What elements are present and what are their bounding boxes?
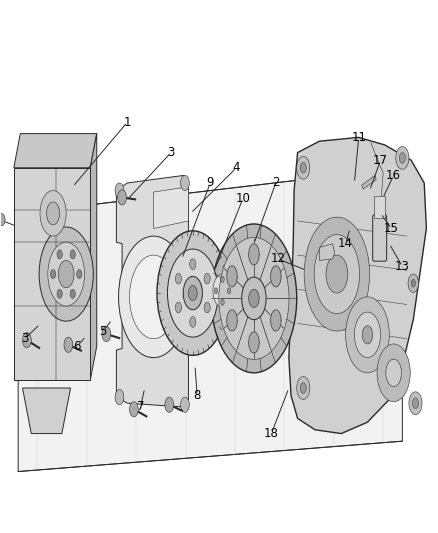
Circle shape [204, 273, 210, 284]
Circle shape [48, 242, 85, 306]
Polygon shape [90, 134, 97, 381]
Circle shape [115, 183, 124, 198]
Circle shape [399, 152, 406, 163]
Circle shape [297, 156, 310, 179]
Circle shape [22, 333, 31, 348]
Circle shape [190, 259, 196, 270]
Text: 9: 9 [207, 176, 214, 189]
Polygon shape [117, 175, 188, 407]
Circle shape [165, 397, 173, 413]
Text: 2: 2 [272, 176, 279, 189]
Polygon shape [249, 244, 259, 265]
Polygon shape [362, 175, 376, 189]
Circle shape [300, 163, 306, 173]
Text: 11: 11 [351, 131, 366, 144]
Text: 12: 12 [270, 253, 286, 265]
Circle shape [40, 191, 66, 236]
Circle shape [130, 402, 138, 417]
Circle shape [249, 289, 259, 308]
Text: 3: 3 [21, 332, 28, 345]
Polygon shape [227, 266, 237, 287]
Text: 13: 13 [395, 260, 410, 273]
Polygon shape [227, 310, 237, 331]
Polygon shape [153, 187, 188, 229]
Circle shape [297, 377, 310, 399]
Circle shape [204, 302, 210, 313]
Text: 17: 17 [373, 154, 388, 167]
Polygon shape [271, 266, 281, 287]
FancyBboxPatch shape [374, 196, 385, 218]
Circle shape [58, 261, 74, 288]
Circle shape [70, 289, 75, 298]
Circle shape [386, 359, 402, 386]
Circle shape [411, 279, 416, 287]
Circle shape [409, 392, 422, 415]
Circle shape [57, 250, 62, 259]
Circle shape [102, 327, 111, 342]
Polygon shape [18, 168, 403, 472]
Circle shape [214, 288, 218, 294]
Circle shape [219, 237, 289, 359]
Circle shape [57, 289, 62, 298]
Text: 16: 16 [386, 169, 401, 182]
Circle shape [300, 383, 306, 393]
Polygon shape [271, 310, 281, 331]
Circle shape [180, 397, 189, 413]
Circle shape [242, 277, 266, 320]
Text: 14: 14 [338, 237, 353, 250]
Circle shape [0, 214, 5, 226]
Text: 3: 3 [167, 146, 175, 159]
Circle shape [183, 277, 202, 310]
Text: 10: 10 [236, 192, 251, 205]
Circle shape [314, 235, 360, 313]
Polygon shape [22, 388, 71, 433]
Circle shape [207, 264, 238, 317]
Circle shape [175, 302, 181, 313]
Circle shape [118, 190, 127, 205]
Text: 8: 8 [194, 389, 201, 402]
Circle shape [50, 270, 56, 279]
Circle shape [408, 274, 419, 292]
Circle shape [167, 249, 218, 337]
Circle shape [227, 288, 231, 294]
Circle shape [396, 147, 409, 169]
Circle shape [39, 227, 93, 321]
Circle shape [157, 231, 229, 356]
Circle shape [304, 217, 370, 331]
Circle shape [211, 224, 297, 373]
Circle shape [70, 250, 75, 259]
Circle shape [130, 255, 177, 338]
Circle shape [221, 277, 224, 282]
Circle shape [188, 286, 197, 301]
Circle shape [377, 344, 410, 402]
Circle shape [175, 273, 181, 284]
Circle shape [119, 236, 188, 358]
Text: 5: 5 [99, 325, 107, 337]
Text: 18: 18 [264, 427, 279, 440]
Circle shape [213, 274, 232, 308]
Text: 4: 4 [233, 161, 240, 174]
Polygon shape [14, 134, 97, 168]
Text: 7: 7 [137, 400, 144, 414]
Circle shape [77, 270, 82, 279]
Circle shape [413, 398, 419, 408]
Circle shape [362, 326, 373, 344]
Circle shape [180, 175, 189, 191]
Text: 1: 1 [124, 116, 131, 128]
Circle shape [354, 312, 381, 358]
Circle shape [46, 202, 60, 225]
FancyBboxPatch shape [373, 215, 387, 261]
Circle shape [326, 255, 348, 293]
Circle shape [190, 317, 196, 327]
Polygon shape [289, 138, 426, 433]
Circle shape [221, 299, 224, 305]
Text: 15: 15 [384, 222, 399, 235]
Polygon shape [319, 244, 335, 261]
Bar [14, 168, 90, 381]
Circle shape [115, 390, 124, 405]
Circle shape [346, 297, 389, 373]
Circle shape [64, 337, 73, 352]
Text: 6: 6 [73, 340, 81, 353]
Polygon shape [249, 332, 259, 353]
